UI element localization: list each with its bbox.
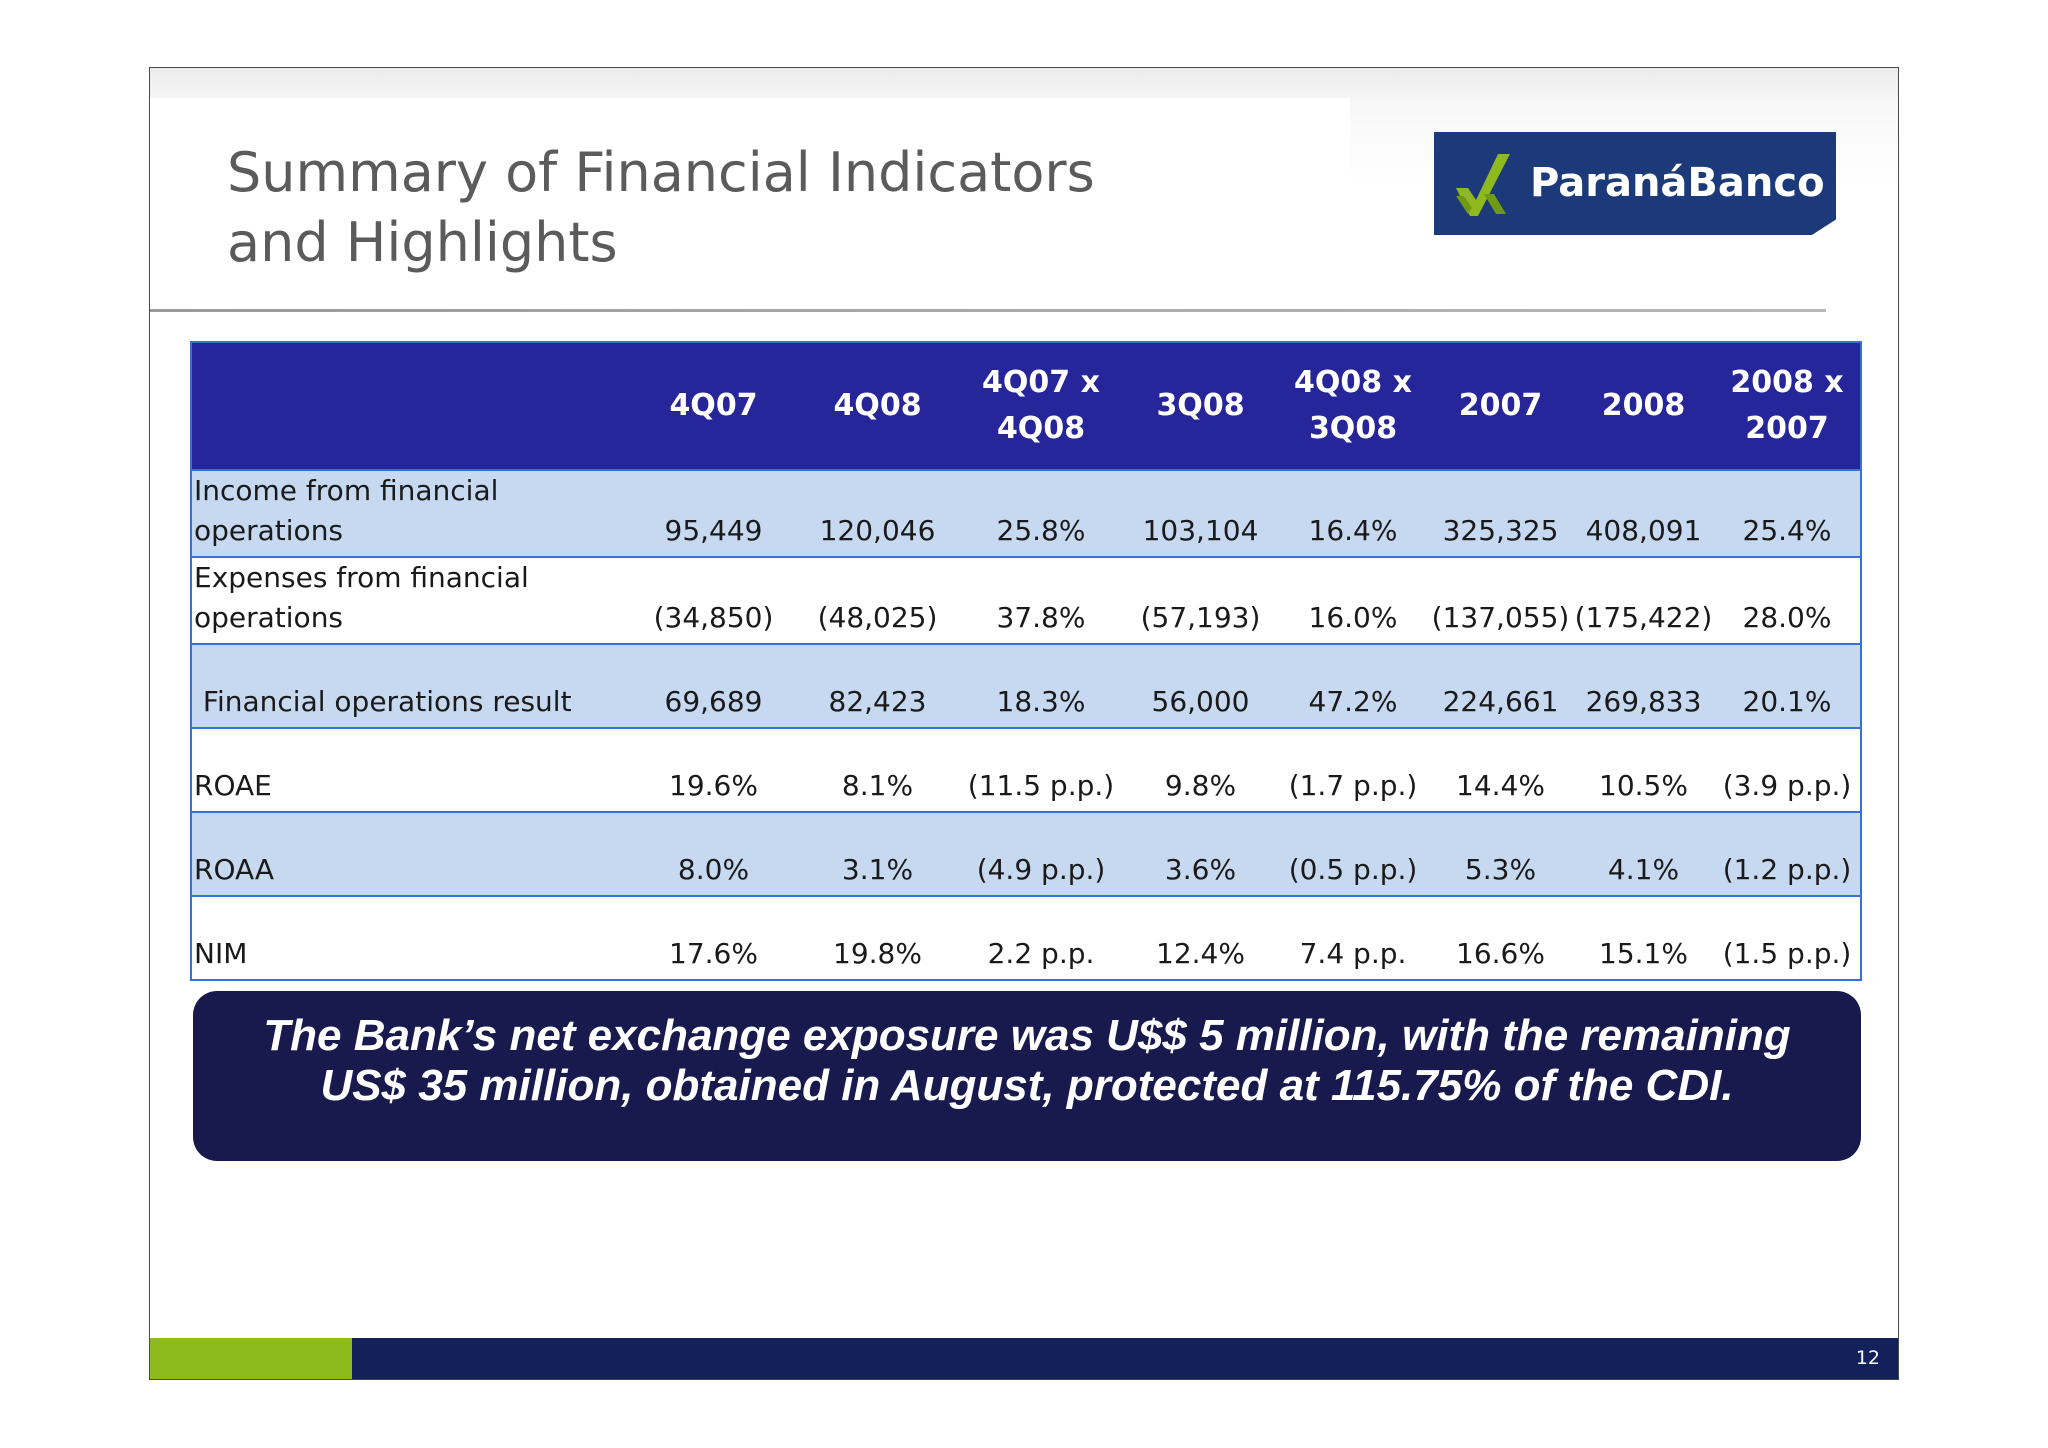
highlight-text: The Bank’s net exchange exposure was U$$… — [193, 1011, 1861, 1111]
table-cell: (4.9 p.p.) — [959, 811, 1123, 896]
table-cell: 15.1% — [1573, 895, 1714, 980]
page-number: 12 — [1855, 1347, 1880, 1369]
table-cell: (0.5 p.p.) — [1278, 811, 1428, 896]
table-cell: 224,661 — [1428, 643, 1573, 728]
column-header: 4Q08 x 3Q08 — [1278, 342, 1428, 470]
table-cell: (1.2 p.p.) — [1714, 811, 1861, 896]
table-cell: 56,000 — [1123, 643, 1278, 728]
table-cell: 37.8% — [959, 556, 1123, 644]
table-cell: (3.9 p.p.) — [1714, 727, 1861, 812]
table-cell: (34,850) — [631, 556, 796, 644]
table-cell: 69,689 — [631, 643, 796, 728]
table-cell: 4.1% — [1573, 811, 1714, 896]
table-cell: 8.1% — [796, 727, 959, 812]
table-cell: 18.3% — [959, 643, 1123, 728]
highlight-callout: The Bank’s net exchange exposure was U$$… — [193, 991, 1861, 1161]
title-panel — [150, 98, 1350, 318]
table-cell: 103,104 — [1123, 469, 1278, 557]
column-header: 4Q08 — [796, 342, 959, 470]
table-cell: 3.6% — [1123, 811, 1278, 896]
table-cell: 47.2% — [1278, 643, 1428, 728]
row-label: Financial operations result — [191, 643, 631, 728]
table-cell: (11.5 p.p.) — [959, 727, 1123, 812]
parana-banco-logo: ParanáBanco — [1434, 132, 1836, 235]
table-cell: 10.5% — [1573, 727, 1714, 812]
footer-accent-bar — [150, 1338, 352, 1379]
table-cell: 16.4% — [1278, 469, 1428, 557]
page-title-line-2: and Highlights — [227, 211, 618, 274]
highlight-line-2: US$ 35 million, obtained in August, prot… — [320, 1061, 1734, 1110]
table-cell: (1.5 p.p.) — [1714, 895, 1861, 980]
table-cell: 19.6% — [631, 727, 796, 812]
table-row: Income from financial operations 95,449 … — [191, 469, 1861, 557]
table-cell: 25.8% — [959, 469, 1123, 557]
parana-banco-mark-icon — [1456, 154, 1510, 216]
logo-text: ParanáBanco — [1530, 160, 1825, 206]
column-header: 4Q07 — [631, 342, 796, 470]
table-row: NIM 17.6% 19.8% 2.2 p.p. 12.4% 7.4 p.p. … — [191, 895, 1861, 980]
table-cell: 14.4% — [1428, 727, 1573, 812]
table-row: ROAA 8.0% 3.1% (4.9 p.p.) 3.6% (0.5 p.p.… — [191, 811, 1861, 896]
table-row: Expenses from financial operations (34,8… — [191, 556, 1861, 644]
highlight-line-1: The Bank’s net exchange exposure was U$$… — [263, 1011, 1791, 1060]
table-cell: (1.7 p.p.) — [1278, 727, 1428, 812]
column-header: 4Q07 x 4Q08 — [959, 342, 1123, 470]
table-cell: 269,833 — [1573, 643, 1714, 728]
table-header-row: 4Q07 4Q08 4Q07 x 4Q08 3Q08 4Q08 x 3Q08 200… — [191, 342, 1861, 470]
page-title: Summary of Financial Indicators and High… — [227, 138, 1227, 278]
column-header — [191, 342, 631, 470]
table-cell: 25.4% — [1714, 469, 1861, 557]
table-cell: 2.2 p.p. — [959, 895, 1123, 980]
table-cell: (57,193) — [1123, 556, 1278, 644]
table-cell: 9.8% — [1123, 727, 1278, 812]
slide: Summary of Financial Indicators and High… — [149, 67, 1899, 1380]
page-title-line-1: Summary of Financial Indicators — [227, 141, 1095, 204]
column-header: 3Q08 — [1123, 342, 1278, 470]
column-header: 2008 x 2007 — [1714, 342, 1861, 470]
financial-indicators-table: 4Q07 4Q08 4Q07 x 4Q08 3Q08 4Q08 x 3Q08 200… — [190, 341, 1862, 981]
footer-bar — [352, 1338, 1898, 1379]
table-cell: 7.4 p.p. — [1278, 895, 1428, 980]
table-cell: 17.6% — [631, 895, 796, 980]
table-cell: 19.8% — [796, 895, 959, 980]
row-label: ROAE — [191, 727, 631, 812]
table-cell: 95,449 — [631, 469, 796, 557]
column-header: 2007 — [1428, 342, 1573, 470]
table-cell: (137,055) — [1428, 556, 1573, 644]
table-cell: 28.0% — [1714, 556, 1861, 644]
table-cell: 120,046 — [796, 469, 959, 557]
title-divider — [150, 309, 1826, 312]
table-row: Financial operations result 69,689 82,42… — [191, 643, 1861, 728]
table-cell: 3.1% — [796, 811, 959, 896]
table-cell: 325,325 — [1428, 469, 1573, 557]
row-label: NIM — [191, 895, 631, 980]
row-label: Income from financial operations — [191, 469, 631, 557]
table-cell: (48,025) — [796, 556, 959, 644]
table-cell: 82,423 — [796, 643, 959, 728]
column-header: 2008 — [1573, 342, 1714, 470]
table-cell: 8.0% — [631, 811, 796, 896]
row-label: ROAA — [191, 811, 631, 896]
table-cell: (175,422) — [1573, 556, 1714, 644]
table-cell: 16.0% — [1278, 556, 1428, 644]
table-cell: 12.4% — [1123, 895, 1278, 980]
table-cell: 5.3% — [1428, 811, 1573, 896]
table-cell: 16.6% — [1428, 895, 1573, 980]
table-row: ROAE 19.6% 8.1% (11.5 p.p.) 9.8% (1.7 p.… — [191, 727, 1861, 812]
table-cell: 20.1% — [1714, 643, 1861, 728]
table-cell: 408,091 — [1573, 469, 1714, 557]
row-label: Expenses from financial operations — [191, 556, 631, 644]
